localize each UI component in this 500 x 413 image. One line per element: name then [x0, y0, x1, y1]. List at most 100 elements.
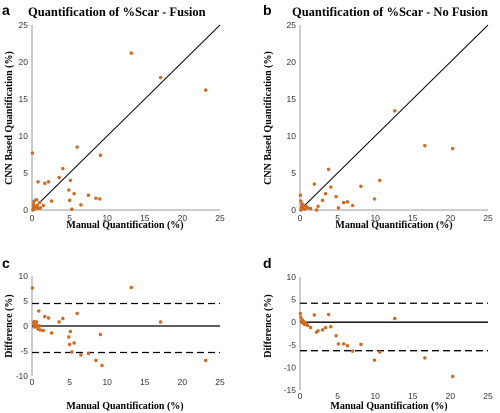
x-tick-label: 0	[298, 391, 303, 401]
data-point	[450, 374, 455, 379]
panel-c-label: c	[2, 255, 10, 271]
y-tick-label: 5	[23, 296, 28, 306]
data-point	[393, 316, 397, 321]
x-tick-label: 15	[408, 213, 418, 223]
data-point	[94, 358, 98, 363]
data-point	[158, 320, 163, 324]
data-point	[38, 328, 42, 332]
data-point	[334, 334, 338, 338]
y-tick-label: 25	[287, 20, 297, 30]
data-point	[302, 203, 306, 208]
data-point	[378, 350, 382, 354]
panel-b: b Quantification of %Scar - No Fusion Ma…	[263, 2, 493, 231]
data-point	[70, 350, 74, 354]
data-point	[57, 320, 61, 324]
y-tick-label: -10	[284, 362, 297, 372]
y-tick-label: -5	[20, 346, 28, 356]
data-point	[329, 325, 333, 329]
data-point	[72, 192, 76, 196]
y-tick-label: 10	[287, 131, 297, 141]
x-tick-label: 15	[408, 391, 418, 401]
data-point	[378, 178, 382, 183]
y-tick-label: 5	[291, 295, 296, 305]
panel-d-ylabel: Difference (%)	[263, 294, 274, 357]
data-point	[302, 320, 306, 324]
data-point	[72, 341, 76, 345]
y-tick-label: 20	[19, 57, 29, 67]
data-point	[35, 323, 39, 328]
data-point	[67, 198, 72, 203]
panel-a-ylabel: CNN Based Quantification (%)	[4, 51, 15, 185]
panel-b-label: b	[263, 2, 272, 18]
data-point	[43, 181, 47, 186]
data-point	[305, 323, 310, 328]
data-point	[37, 200, 42, 205]
panel-d-xlabel: Manual Quantification (%)	[330, 401, 447, 412]
data-point	[336, 342, 341, 346]
data-point	[36, 180, 40, 184]
data-point	[423, 356, 427, 360]
panel-b-plot: 0 5 10 15 20 25 0 5 10 15 20 25	[287, 20, 493, 223]
data-point	[129, 285, 133, 290]
data-point	[326, 312, 331, 317]
data-point	[34, 197, 39, 202]
data-point	[314, 208, 319, 212]
data-point	[323, 192, 328, 196]
y-tick-label: 20	[287, 57, 297, 67]
data-point	[372, 197, 377, 201]
data-point	[37, 309, 41, 313]
panel-a-title: Quantification of %Scar - Fusion	[28, 5, 206, 19]
data-point	[158, 75, 163, 80]
y-tick-label: 10	[19, 271, 29, 281]
panel-a: a Quantification of %Scar - Fusion Manua…	[2, 2, 225, 231]
panel-a-xlabel: Manual Quantification (%)	[66, 220, 183, 231]
identity-line	[31, 24, 221, 211]
data-point	[30, 286, 35, 290]
data-point	[94, 196, 98, 200]
data-point	[34, 320, 39, 324]
panel-b-ylabel: CNN Based Quantification (%)	[263, 51, 274, 185]
x-tick-label: 5	[67, 377, 72, 387]
data-point	[31, 202, 36, 206]
data-point	[323, 325, 328, 330]
x-tick-label: 20	[446, 391, 456, 401]
data-point	[43, 314, 47, 319]
y-tick-label: 0	[23, 205, 28, 215]
y-tick-label: 5	[23, 168, 28, 178]
data-point	[70, 207, 74, 211]
data-point	[98, 332, 103, 337]
data-point	[393, 109, 397, 113]
data-point	[204, 358, 208, 363]
data-point	[41, 203, 45, 208]
y-tick-label: 0	[291, 317, 296, 327]
data-point	[97, 197, 102, 201]
x-tick-label: 25	[215, 377, 225, 387]
data-point	[345, 344, 350, 348]
data-point	[305, 206, 310, 210]
y-tick-label: 0	[23, 321, 28, 331]
data-point	[359, 184, 363, 189]
panel-b-xlabel: Manual Quantification (%)	[335, 220, 452, 231]
data-point	[129, 51, 133, 55]
data-point	[308, 325, 313, 330]
x-tick-label: 25	[215, 213, 225, 223]
x-tick-label: 5	[335, 213, 340, 223]
x-tick-label: 5	[335, 391, 340, 401]
x-tick-label: 10	[102, 377, 112, 387]
x-tick-label: 20	[446, 213, 456, 223]
data-point	[41, 328, 45, 333]
data-point	[98, 153, 103, 157]
data-point	[359, 342, 363, 347]
data-point	[46, 316, 51, 320]
data-point	[341, 200, 346, 205]
panel-d-plot: 0 5 10 15 20 25 -15 -10 -5 0 5 10	[284, 272, 493, 401]
data-point	[308, 206, 313, 211]
x-tick-label: 0	[30, 377, 35, 387]
y-tick-label: 15	[19, 94, 29, 104]
x-tick-label: 10	[370, 213, 380, 223]
data-point	[299, 315, 303, 319]
data-point	[31, 205, 36, 209]
data-point	[298, 193, 303, 197]
data-point	[67, 335, 71, 339]
